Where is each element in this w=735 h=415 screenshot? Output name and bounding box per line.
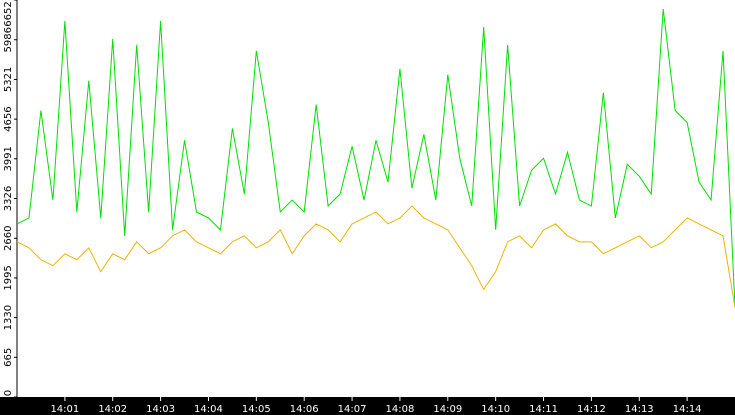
y-tick-label: 2660 bbox=[3, 226, 14, 251]
x-tick-label: 14:01 bbox=[50, 404, 79, 415]
x-tick-label: 14:12 bbox=[577, 404, 606, 415]
x-tick-label: 14:05 bbox=[242, 404, 271, 415]
y-tick-label: 1995 bbox=[3, 265, 14, 290]
y-tick-label: 6652 bbox=[3, 1, 14, 26]
y-tick-label: 1330 bbox=[3, 305, 14, 330]
y-tick-label: 5986 bbox=[3, 27, 14, 52]
y-tick-label: 665 bbox=[3, 348, 14, 367]
x-tick-label: 14:03 bbox=[146, 404, 175, 415]
x-tick-label: 14:08 bbox=[386, 404, 415, 415]
x-tick-label: 14:02 bbox=[98, 404, 127, 415]
y-tick-label: 4656 bbox=[3, 106, 14, 131]
y-tick-label: 5321 bbox=[3, 67, 14, 92]
x-tick-label: 14:07 bbox=[338, 404, 367, 415]
y-tick-label: 0 bbox=[3, 390, 14, 396]
x-tick-label: 14:04 bbox=[194, 404, 223, 415]
x-tick-label: 14:11 bbox=[529, 404, 558, 415]
x-tick-label: 14:13 bbox=[625, 404, 654, 415]
x-tick-label: 14:10 bbox=[481, 404, 510, 415]
x-tick-label: 14:09 bbox=[433, 404, 462, 415]
series-line bbox=[16, 9, 735, 308]
y-tick-label: 3326 bbox=[3, 186, 14, 211]
x-axis-bar bbox=[0, 397, 735, 415]
x-tick-label: 14:06 bbox=[290, 404, 319, 415]
x-tick-label: 14:14 bbox=[673, 404, 702, 415]
y-tick-label: 3991 bbox=[3, 146, 14, 171]
series-line bbox=[16, 205, 735, 308]
